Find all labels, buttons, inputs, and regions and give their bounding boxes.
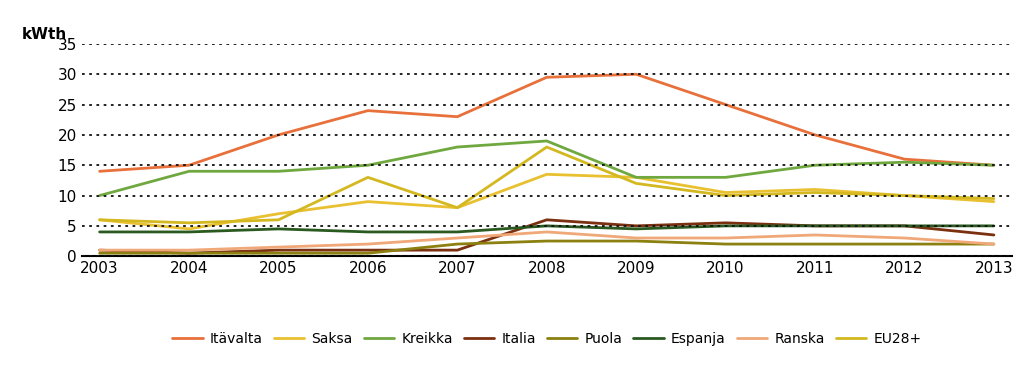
Saksa: [809, 187, 822, 192]
Italia: [809, 224, 822, 228]
Saksa: [273, 212, 285, 216]
Ranska: [452, 236, 464, 240]
Italia: [273, 248, 285, 252]
Puola: [988, 242, 1001, 246]
Ranska: [988, 242, 1001, 246]
EU28+: [452, 205, 464, 210]
Itävalta: [809, 133, 822, 137]
Espanja: [631, 227, 643, 231]
Puola: [452, 242, 464, 246]
Kreikka: [898, 160, 911, 164]
Itävalta: [988, 163, 1001, 167]
Kreikka: [988, 163, 1001, 167]
Ranska: [362, 242, 374, 246]
Ranska: [631, 236, 643, 240]
Italia: [541, 218, 553, 222]
Ranska: [541, 230, 553, 234]
Itävalta: [362, 108, 374, 113]
Saksa: [631, 175, 643, 180]
EU28+: [183, 221, 195, 225]
Itävalta: [631, 72, 643, 76]
Espanja: [273, 227, 285, 231]
Saksa: [452, 205, 464, 210]
EU28+: [94, 218, 106, 222]
Ranska: [719, 236, 732, 240]
Espanja: [898, 224, 911, 228]
Espanja: [362, 230, 374, 234]
Italia: [631, 224, 643, 228]
Itävalta: [898, 157, 911, 161]
Itävalta: [719, 102, 732, 107]
Kreikka: [273, 169, 285, 173]
Puola: [541, 239, 553, 243]
Italia: [988, 233, 1001, 237]
Puola: [273, 251, 285, 255]
Saksa: [541, 172, 553, 176]
EU28+: [719, 193, 732, 198]
Line: Saksa: Saksa: [100, 174, 994, 229]
Espanja: [452, 230, 464, 234]
Puola: [809, 242, 822, 246]
Italia: [452, 248, 464, 252]
Puola: [94, 251, 106, 255]
Ranska: [809, 233, 822, 237]
Line: Kreikka: Kreikka: [100, 141, 994, 195]
Itävalta: [183, 163, 195, 167]
Itävalta: [273, 133, 285, 137]
Espanja: [719, 224, 732, 228]
Line: EU28+: EU28+: [100, 147, 994, 223]
Saksa: [183, 227, 195, 231]
Kreikka: [183, 169, 195, 173]
Line: Itävalta: Itävalta: [100, 74, 994, 171]
Legend: Itävalta, Saksa, Kreikka, Italia, Puola, Espanja, Ranska, EU28+: Itävalta, Saksa, Kreikka, Italia, Puola,…: [167, 327, 927, 352]
Line: Puola: Puola: [100, 241, 994, 253]
Espanja: [988, 224, 1001, 228]
Saksa: [988, 199, 1001, 204]
Puola: [183, 251, 195, 255]
EU28+: [541, 145, 553, 149]
EU28+: [631, 181, 643, 186]
Line: Ranska: Ranska: [100, 232, 994, 250]
Kreikka: [719, 175, 732, 180]
Kreikka: [94, 193, 106, 198]
Ranska: [183, 248, 195, 252]
EU28+: [362, 175, 374, 180]
Line: Italia: Italia: [100, 220, 994, 253]
Italia: [719, 221, 732, 225]
Itävalta: [452, 115, 464, 119]
Itävalta: [94, 169, 106, 173]
Puola: [631, 239, 643, 243]
Saksa: [898, 193, 911, 198]
Saksa: [362, 199, 374, 204]
EU28+: [988, 197, 1001, 201]
Kreikka: [541, 139, 553, 143]
Italia: [94, 248, 106, 252]
Puola: [719, 242, 732, 246]
Kreikka: [631, 175, 643, 180]
Ranska: [94, 248, 106, 252]
EU28+: [273, 218, 285, 222]
Itävalta: [541, 75, 553, 79]
Kreikka: [809, 163, 822, 167]
Saksa: [719, 190, 732, 195]
Kreikka: [452, 145, 464, 149]
Saksa: [94, 218, 106, 222]
Line: Espanja: Espanja: [100, 226, 994, 232]
Italia: [898, 224, 911, 228]
EU28+: [809, 190, 822, 195]
Espanja: [541, 224, 553, 228]
Espanja: [809, 224, 822, 228]
Espanja: [183, 230, 195, 234]
Italia: [183, 251, 195, 255]
Ranska: [898, 236, 911, 240]
Espanja: [94, 230, 106, 234]
Puola: [898, 242, 911, 246]
Italia: [362, 248, 374, 252]
Kreikka: [362, 163, 374, 167]
Puola: [362, 251, 374, 255]
Ranska: [273, 245, 285, 249]
Text: kWth: kWth: [21, 27, 66, 42]
EU28+: [898, 193, 911, 198]
